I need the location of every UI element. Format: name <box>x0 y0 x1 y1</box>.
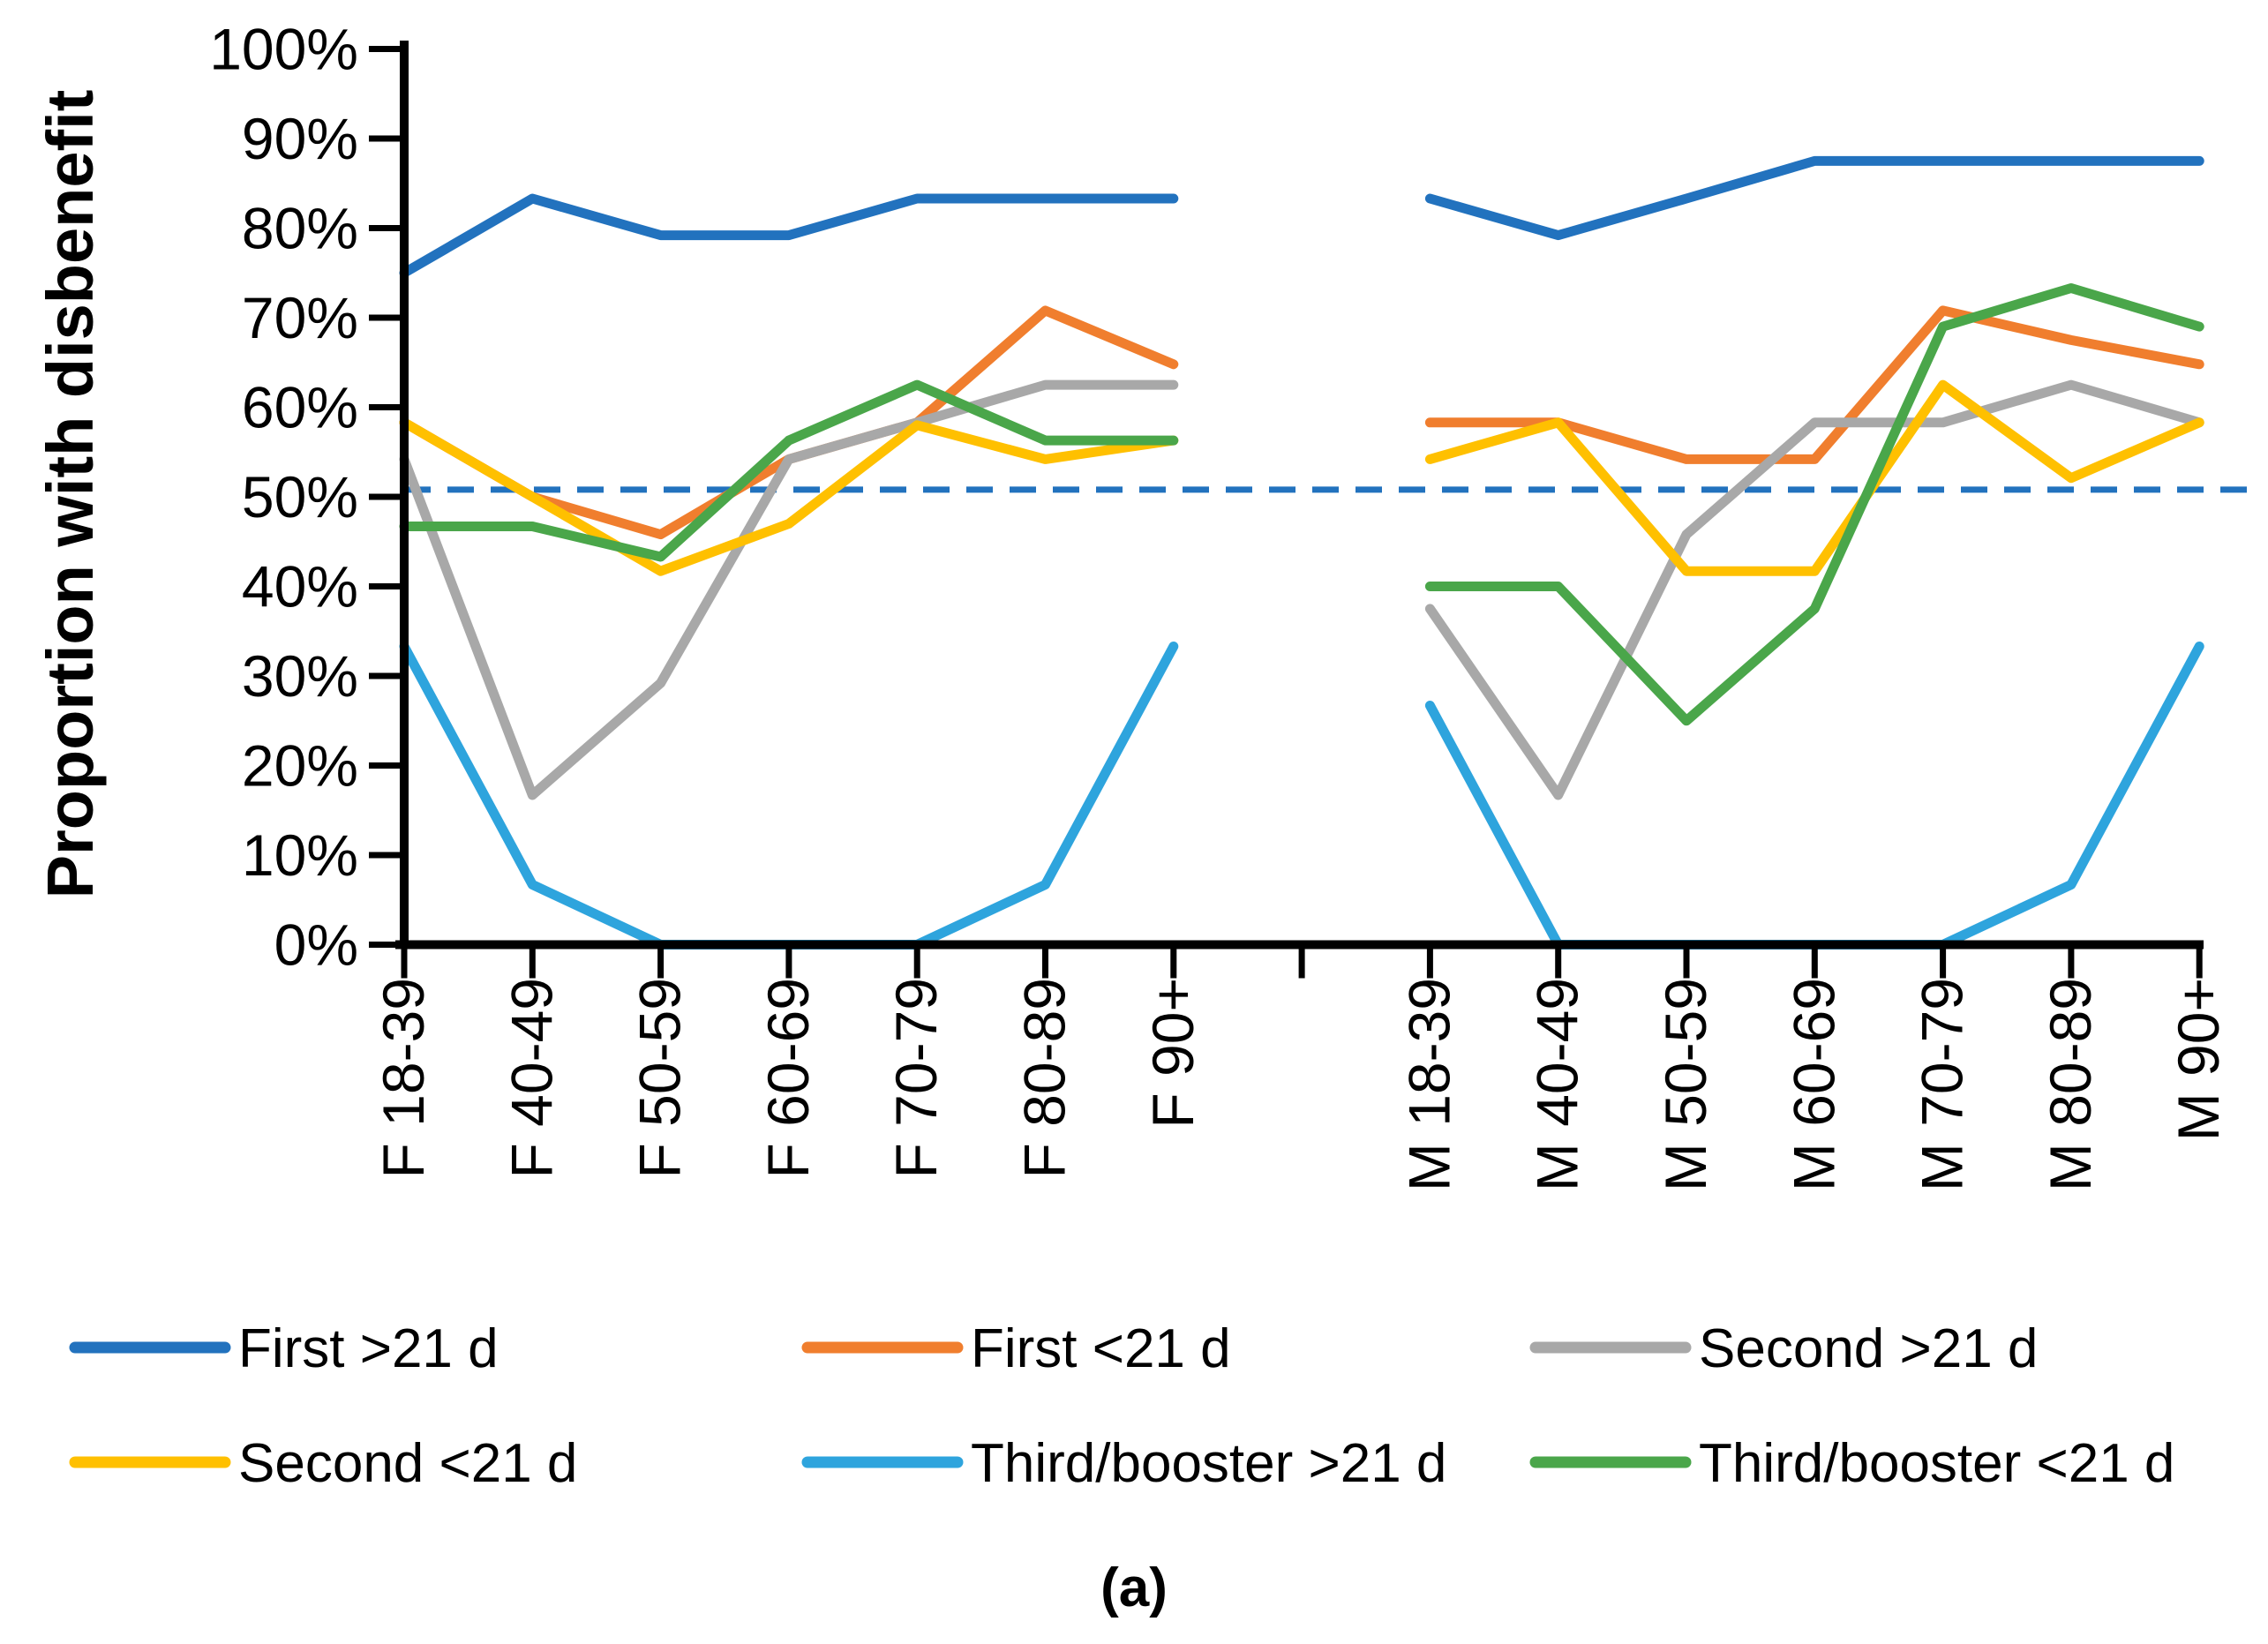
y-tick-label: 0% <box>274 912 358 978</box>
figure-caption: (a) <box>1100 1558 1168 1618</box>
series-layer <box>399 155 2204 950</box>
legend-label-first-21-d: First >21 d <box>238 1318 499 1379</box>
y-tick-label: 20% <box>242 733 358 799</box>
y-axis-title: Proportion with disbenefit <box>34 90 107 899</box>
x-tick-label: F 40-49 <box>499 978 564 1178</box>
series-line-second-21-d <box>1424 379 2204 800</box>
legend-layer: First >21 d First <21 d Second >21 d Second… <box>69 1318 2174 1494</box>
x-tick-label: M 18-39 <box>1396 978 1461 1191</box>
x-tick-label: F 18-39 <box>371 978 436 1178</box>
y-tick-label: 30% <box>242 643 358 709</box>
series-line-second-21-d <box>399 379 1179 800</box>
legend-label-second-21-d: Second <21 d <box>238 1433 577 1494</box>
x-tick-label: M 70-79 <box>1910 978 1975 1191</box>
legend-label-first-21-d: First <21 d <box>971 1318 1231 1379</box>
series-line-second-21-d <box>1424 379 2204 576</box>
y-tick-label: 40% <box>242 554 358 619</box>
series-line-second-21-d <box>399 417 1179 576</box>
series-line-third-booster-21-d <box>1424 642 2204 950</box>
series-line-third-booster-21-d <box>399 379 1179 562</box>
series-line-first-21-d <box>399 305 1179 540</box>
y-tick-label: 90% <box>242 106 358 171</box>
legend-label-second-21-d: Second >21 d <box>1699 1318 2038 1379</box>
x-tick-label: M 90+ <box>2166 978 2231 1141</box>
x-tick-label: M 60-69 <box>1781 978 1846 1191</box>
series-line-third-booster-21-d <box>1424 283 2204 726</box>
x-tick-label: M 80-89 <box>2038 978 2103 1191</box>
y-tick-label: 10% <box>242 822 358 888</box>
x-tick-label: F 50-59 <box>627 978 693 1178</box>
x-tick-label: F 60-69 <box>755 978 821 1178</box>
series-line-first-21-d <box>1424 155 2204 241</box>
x-tick-label: M 40-49 <box>1525 978 1590 1191</box>
y-tick-label: 100% <box>209 17 358 82</box>
y-tick-label: 70% <box>242 285 358 350</box>
y-tick-label: 60% <box>242 375 358 440</box>
axes-layer <box>369 41 2204 979</box>
y-tick-label: 80% <box>242 196 358 261</box>
series-line-first-21-d <box>399 193 1179 278</box>
tick-label-layer: 0% 10% 20% 30% 40% 50% 60% 70% 80% 90% 100% F 18-39… <box>209 17 2231 1192</box>
y-tick-label: 50% <box>242 464 358 529</box>
x-tick-label: F 80-89 <box>1012 978 1078 1178</box>
x-tick-label: M 50-59 <box>1653 978 1718 1191</box>
series-line-third-booster-21-d <box>399 642 1179 950</box>
x-tick-label: F 90+ <box>1140 978 1205 1129</box>
legend-label-third-booster-21-d: Third/booster <21 d <box>1699 1433 2174 1494</box>
legend-label-third-booster-21-d: Third/booster >21 d <box>971 1433 1446 1494</box>
x-tick-label: F 70-79 <box>883 978 949 1178</box>
